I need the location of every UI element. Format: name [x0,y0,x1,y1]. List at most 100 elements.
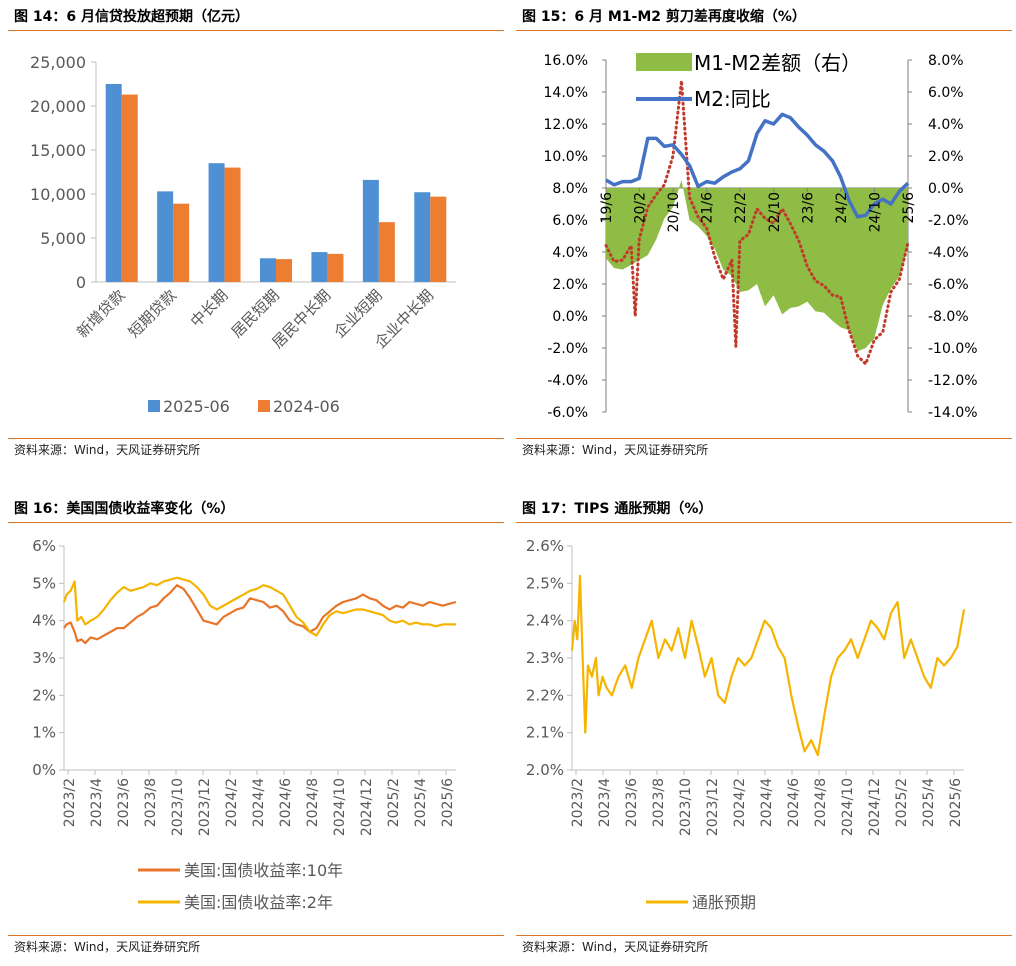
x-tick-label: 2024/6 [278,778,294,827]
series-line [63,584,457,645]
chart-panel-15: 图 15：6 月 M1-M2 剪刀差再度收缩（%） -6.0% -4.0% -2.0… [516,4,1012,474]
x-tick-label: 2024/2 [224,778,240,827]
y-tick-label-left: 0.0% [552,309,588,325]
y-tick-label-right: -10.0% [928,341,978,357]
x-tick-label: 2023/2 [62,778,78,827]
x-tick-label: 2024/4 [251,778,267,827]
x-tick-label: 2023/4 [89,778,105,827]
y-tick-label-left: 6.0% [552,213,588,229]
bar [327,253,344,282]
x-tick-label: 2024/4 [759,778,775,827]
y-tick-label: 10,000 [30,185,86,204]
x-tick-label: 2023/2 [570,778,586,827]
y-tick-label-left: -6.0% [547,405,588,421]
x-tick-label: 23/6 [800,192,816,224]
x-tick-label: 2023/6 [116,778,132,827]
x-tick-label: 21/6 [700,192,716,224]
bar [414,192,431,282]
legend-swatch [148,400,160,412]
x-tick-label: 2024/2 [732,778,748,827]
x-tick-label: 2023/12 [197,778,213,836]
bar [121,94,138,282]
y-tick-label: 6% [32,537,56,555]
chart-15-svg: -6.0% -4.0% -2.0% 0.0% 2.0% 4.0% 6.0% 8.0% 10.0%… [544,51,978,421]
legend-label: 2024-06 [273,397,340,416]
y-tick-label: 0 [76,273,86,292]
x-tick-label: 2024/6 [786,778,802,827]
y-tick-label-left: 2.0% [552,277,588,293]
y-tick-label-left: 4.0% [552,245,588,261]
chart-title: 图 17：TIPS 通胀预期（%） [516,496,1012,523]
source-note: 资料来源：Wind，天风证券研究所 [516,438,1012,461]
x-tick-label: 2024/8 [305,778,321,827]
source-note: 资料来源：Wind，天风证券研究所 [516,935,1012,958]
series-line [62,576,456,637]
y-tick-label-right: -2.0% [928,213,969,229]
x-tick-label: 2025/6 [440,778,456,827]
bar [173,203,190,282]
x-tick-label: 中长期 [187,286,232,331]
x-tick-label: 2024/12 [867,778,883,836]
x-tick-label: 22/10 [767,192,783,232]
y-tick-label-left: 16.0% [544,53,588,69]
x-tick-label: 2024/10 [332,778,348,836]
y-tick-label-right: -4.0% [928,245,969,261]
x-tick-label: 2023/10 [170,778,186,836]
x-tick-label: 2025/2 [386,778,402,827]
x-tick-label: 2025/2 [894,778,910,827]
y-tick-label: 2.5% [526,574,564,592]
y-tick-label-left: 12.0% [544,117,588,133]
source-note: 资料来源：Wind，天风证券研究所 [8,438,504,461]
y-tick-label: 25,000 [30,53,86,72]
series-line [570,574,966,757]
bar [260,258,276,282]
legend-label: 美国:国债收益率:2年 [184,893,333,912]
m2-line [605,112,910,219]
legend-swatch [636,53,692,71]
x-tick-label: 24/2 [834,192,850,223]
y-tick-label: 15,000 [30,141,86,160]
legend-label: 2025-06 [163,397,230,416]
y-tick-label: 0% [32,761,56,779]
source-note: 资料来源：Wind，天风证券研究所 [8,935,504,958]
chart-17-svg: 2.0% 2.1% 2.2% 2.3% 2.4% 2.5% 2.6% 2023/2 2023/4… [526,537,966,912]
bar [311,252,328,282]
chart-16-svg: 0% 1% 2% 3% 4% 5% 6% 2023/2 2023/4 2023/6 2023/8 20… [32,537,457,912]
x-tick-label: 2025/6 [948,778,964,827]
x-tick-label: 2023/6 [624,778,640,827]
x-tick-label: 2023/8 [143,778,159,827]
y-tick-label: 2.3% [526,649,564,667]
x-tick-label: 2023/10 [678,778,694,836]
y-tick-label: 2.1% [526,724,564,742]
x-tick-label: 24/10 [867,192,883,232]
y-tick-label-right: -6.0% [928,277,969,293]
x-tick-label: 2023/12 [705,778,721,836]
chart-title: 图 14：6 月信贷投放超预期（亿元） [8,4,504,31]
chart-panel-16: 图 16：美国国债收益率变化（%） 0% 1% 2% 3% 4% 5% 6% 2023/2 20… [8,496,504,966]
y-tick-label-right: 4.0% [928,117,964,133]
chart-title: 图 15：6 月 M1-M2 剪刀差再度收缩（%） [516,4,1012,31]
y-tick-label: 2% [32,686,56,704]
y-tick-label: 2.4% [526,612,564,630]
y-tick-label-left: 8.0% [552,181,588,197]
chart-panel-14: 图 14：6 月信贷投放超预期（亿元） 0 5,000 10,000 15,000 20… [8,4,504,474]
bar [276,259,292,282]
x-tick-label: 19/6 [599,192,615,224]
x-tick-label: 2024/12 [359,778,375,836]
y-tick-label-left: 10.0% [544,149,588,165]
y-tick-label-right: 2.0% [928,149,964,165]
m1-m2-area [606,180,908,352]
legend-label: M2:同比 [694,87,771,111]
y-tick-label: 2.0% [526,761,564,779]
x-tick-label: 25/6 [901,192,917,224]
x-tick-label: 2023/8 [651,778,667,827]
bar [430,196,447,282]
chart-title: 图 16：美国国债收益率变化（%） [8,496,504,523]
bar [157,191,174,282]
y-tick-label: 4% [32,612,56,630]
x-tick-label: 短期贷款 [125,286,180,341]
legend-swatch [258,400,270,412]
bar [362,179,379,282]
y-tick-label-right: 0.0% [928,181,964,197]
